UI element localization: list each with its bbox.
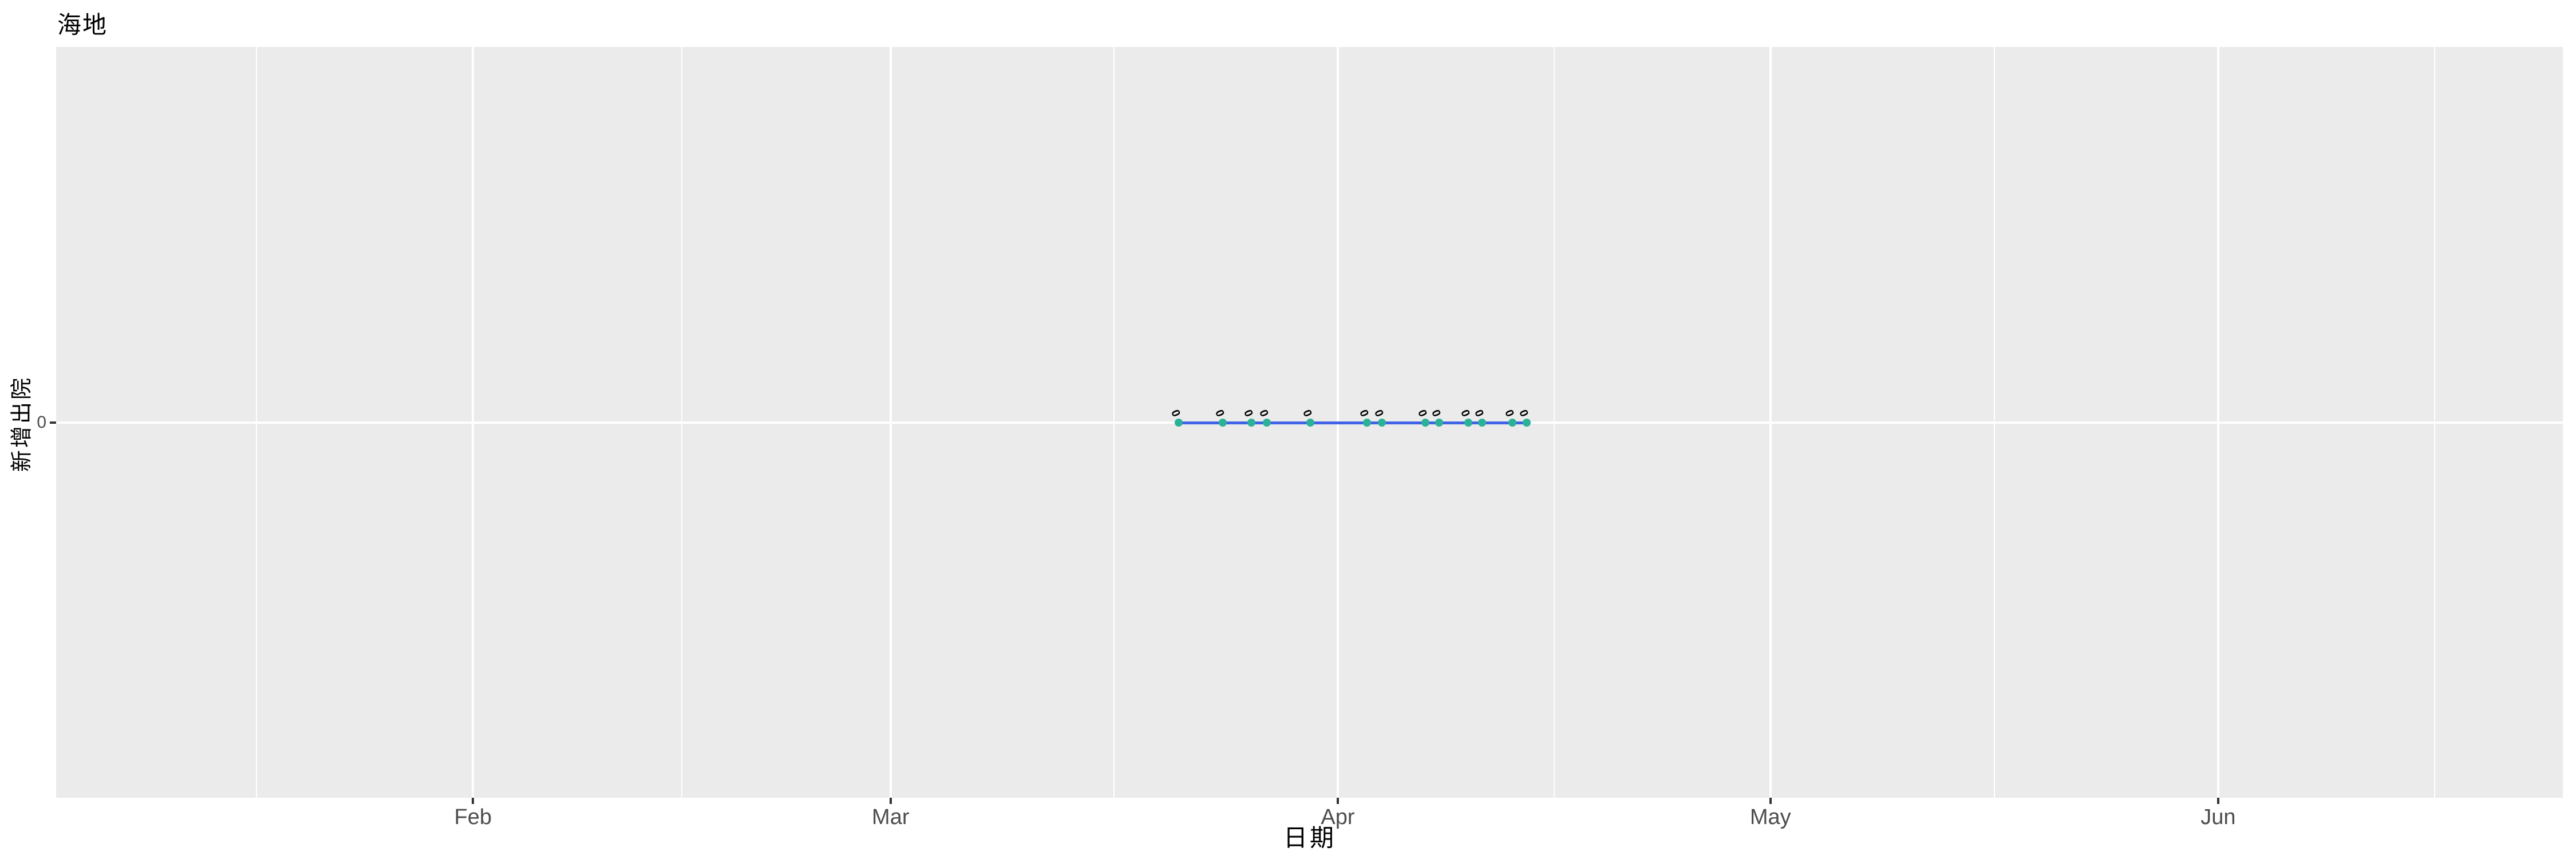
x-tick-mark xyxy=(472,798,475,804)
data-point xyxy=(1477,419,1486,427)
x-tick-mark xyxy=(889,798,892,804)
data-point xyxy=(1218,419,1227,427)
x-tick-mark xyxy=(1769,798,1772,804)
data-point xyxy=(1263,419,1271,427)
y-axis-title: 新增出院 xyxy=(10,375,34,472)
x-tick-mark xyxy=(1336,798,1339,804)
data-point xyxy=(1378,419,1386,427)
data-point xyxy=(1306,419,1314,427)
x-tick-label: Mar xyxy=(872,805,910,829)
data-point xyxy=(1522,419,1531,427)
x-tick-label: May xyxy=(1749,805,1791,829)
data-point-label: 0 xyxy=(1458,408,1472,419)
y-tick-label: 0 xyxy=(37,413,46,432)
data-point xyxy=(1247,419,1255,427)
data-point xyxy=(1362,419,1371,427)
x-tick-mark xyxy=(2217,798,2219,804)
data-point-label: 0 xyxy=(1257,408,1271,419)
x-tick-label: Jun xyxy=(2200,805,2236,829)
x-tick-label: Apr xyxy=(1321,805,1355,829)
data-point-label: 0 xyxy=(1471,408,1486,419)
data-point xyxy=(1421,419,1429,427)
data-point xyxy=(1508,419,1516,427)
data-point xyxy=(1174,419,1183,427)
series-line xyxy=(1178,421,1527,424)
data-point-label: 0 xyxy=(1168,408,1183,419)
chart-title: 海地 xyxy=(57,11,108,38)
data-point xyxy=(1435,419,1443,427)
data-point-label: 0 xyxy=(1516,408,1531,419)
data-point-label: 0 xyxy=(1372,408,1386,419)
data-point-label: 0 xyxy=(1429,408,1443,419)
x-tick-label: Feb xyxy=(454,805,492,829)
data-point-label: 0 xyxy=(1356,408,1371,419)
x-axis-title: 日期 xyxy=(1283,824,1337,852)
y-tick-mark xyxy=(50,421,56,424)
data-point xyxy=(1464,419,1473,427)
data-point-label: 0 xyxy=(1212,408,1227,419)
data-point-label: 0 xyxy=(1502,408,1516,419)
data-point-label: 0 xyxy=(1415,408,1429,419)
data-point-label: 0 xyxy=(1299,408,1314,419)
data-point-label: 0 xyxy=(1241,408,1255,419)
